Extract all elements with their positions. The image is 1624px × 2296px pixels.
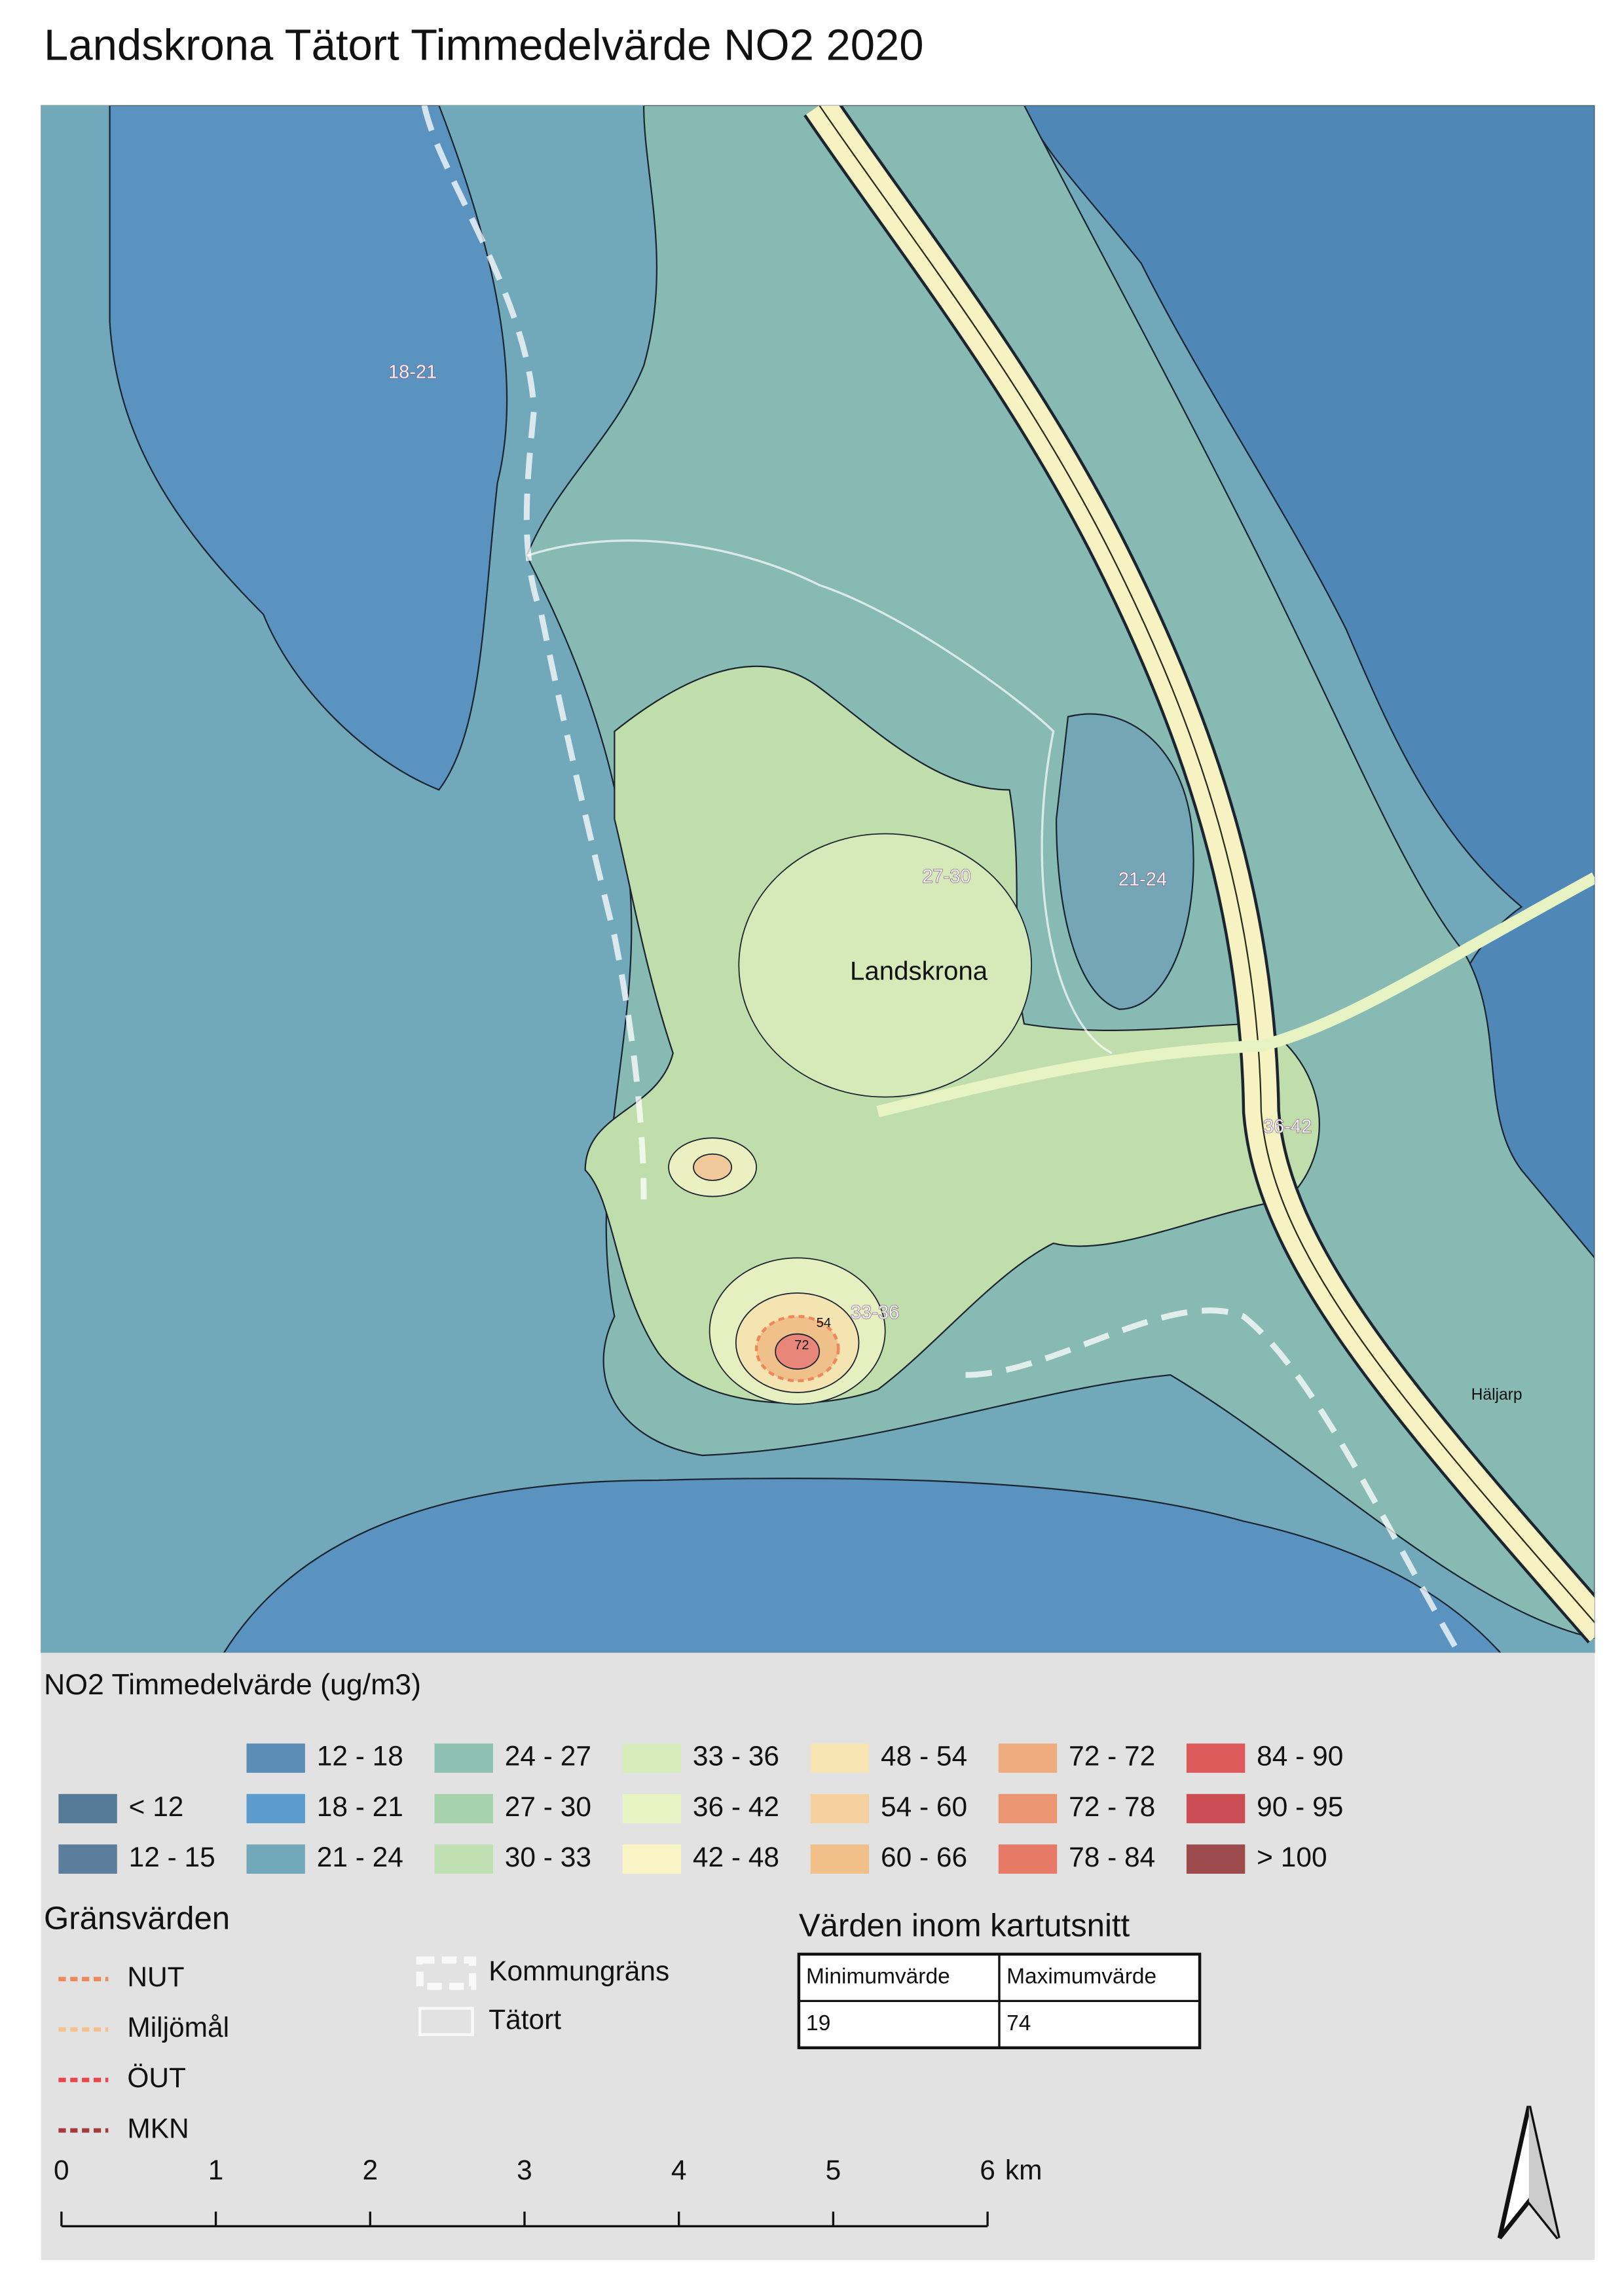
contour bbox=[693, 1153, 733, 1181]
table-cell: 19 bbox=[806, 2011, 830, 2035]
motorway-contour bbox=[819, 105, 1595, 1624]
legend-label: < 12 bbox=[129, 1791, 184, 1822]
legend-swatch bbox=[998, 1844, 1058, 1874]
legend-swatch bbox=[434, 1794, 493, 1823]
table-cell: 74 bbox=[1006, 2011, 1031, 2035]
limits-title: Gränsvärden bbox=[44, 1901, 230, 1936]
map-label: 33-36 bbox=[851, 1302, 899, 1323]
legend-swatch bbox=[622, 1844, 682, 1874]
legend-label: 36 - 42 bbox=[693, 1791, 779, 1822]
legend-label: 72 - 72 bbox=[1069, 1741, 1155, 1772]
road bbox=[876, 872, 1595, 1118]
zone-inner bbox=[1055, 713, 1194, 1010]
legend-label: 72 - 78 bbox=[1069, 1791, 1155, 1822]
map-label: 27-30 bbox=[922, 866, 970, 887]
legend-title: NO2 Timmedelvärde (ug/m3) bbox=[44, 1669, 421, 1701]
tatort bbox=[526, 539, 1113, 1055]
map-label: 72 bbox=[794, 1338, 809, 1353]
boundary-symbol bbox=[418, 2007, 474, 2036]
legend-label: 84 - 90 bbox=[1257, 1741, 1343, 1772]
scale-label: 3 bbox=[517, 2155, 532, 2185]
kommungrans bbox=[965, 1307, 1462, 1653]
boundary-symbol bbox=[416, 1956, 477, 1990]
legend-label: 54 - 60 bbox=[881, 1791, 967, 1822]
zone-sea-south bbox=[223, 1477, 1502, 1653]
legend-label: 12 - 18 bbox=[317, 1741, 403, 1772]
legend-swatch bbox=[998, 1794, 1058, 1823]
legend-swatch bbox=[434, 1844, 493, 1874]
table-header: Maximumvärde bbox=[1006, 1964, 1156, 1988]
map-label: Landskrona bbox=[850, 956, 988, 985]
boundary-label: Tätort bbox=[489, 2004, 561, 2035]
scale-label: 6 bbox=[980, 2155, 995, 2185]
scale-unit: km bbox=[1005, 2155, 1043, 2185]
legend-label: 18 - 21 bbox=[317, 1791, 403, 1822]
contour bbox=[775, 1333, 821, 1370]
legend-swatch bbox=[246, 1844, 305, 1874]
legend-swatch bbox=[246, 1794, 305, 1823]
legend-label: 30 - 33 bbox=[505, 1842, 591, 1872]
limit-label: Miljömål bbox=[127, 2012, 229, 2043]
map-label: 54 bbox=[817, 1316, 831, 1330]
zone-centre bbox=[738, 833, 1033, 1098]
legend-label: 12 - 15 bbox=[129, 1842, 215, 1872]
map-label: 36-42 bbox=[1263, 1116, 1312, 1137]
map bbox=[41, 105, 1595, 1653]
legend-swatch bbox=[1186, 1743, 1246, 1773]
boundary-label: Kommungräns bbox=[489, 1956, 669, 1986]
legend-swatch bbox=[434, 1743, 493, 1773]
legend-label: 33 - 36 bbox=[693, 1741, 779, 1772]
kommungrans bbox=[421, 105, 647, 1200]
table-title: Värden inom kartutsnitt bbox=[799, 1908, 1130, 1944]
legend-label: 42 - 48 bbox=[693, 1842, 779, 1872]
legend-label: 90 - 95 bbox=[1257, 1791, 1343, 1822]
limit-label: NUT bbox=[127, 1961, 184, 1992]
zone-sea-north bbox=[109, 105, 508, 791]
limit-label: ÖUT bbox=[127, 2062, 186, 2093]
map-label: 21-24 bbox=[1118, 869, 1167, 890]
legend-label: 27 - 30 bbox=[505, 1791, 591, 1822]
legend-label: 24 - 27 bbox=[505, 1741, 591, 1772]
legend-swatch bbox=[58, 1844, 117, 1874]
legend-swatch bbox=[810, 1794, 870, 1823]
legend-swatch bbox=[246, 1743, 305, 1773]
legend-swatch bbox=[810, 1743, 870, 1773]
legend-label: 78 - 84 bbox=[1069, 1842, 1155, 1872]
legend-swatch bbox=[998, 1743, 1058, 1773]
legend-label: 48 - 54 bbox=[881, 1741, 967, 1772]
legend-swatch bbox=[1186, 1844, 1246, 1874]
legend-swatch bbox=[622, 1743, 682, 1773]
scale-label: 1 bbox=[208, 2155, 224, 2185]
legend-label: > 100 bbox=[1257, 1842, 1327, 1872]
scale-label: 5 bbox=[826, 2155, 841, 2185]
legend-swatch bbox=[810, 1844, 870, 1874]
legend-swatch bbox=[1186, 1794, 1246, 1823]
scale-label: 0 bbox=[54, 2155, 69, 2185]
legend-label: 21 - 24 bbox=[317, 1842, 403, 1872]
title: Landskrona Tätort Timmedelvärde NO2 2020 bbox=[44, 20, 924, 69]
limit-label: MKN bbox=[127, 2113, 189, 2143]
scale-label: 4 bbox=[671, 2155, 687, 2185]
table-header: Minimumvärde bbox=[806, 1964, 950, 1988]
legend-swatch bbox=[58, 1794, 117, 1823]
map-label: 18-21 bbox=[388, 361, 437, 382]
legend-label: 60 - 66 bbox=[881, 1842, 967, 1872]
map-label: Häljarp bbox=[1471, 1386, 1522, 1404]
scale-label: 2 bbox=[362, 2155, 378, 2185]
north-arrow-shade bbox=[1528, 2106, 1559, 2238]
legend-swatch bbox=[622, 1794, 682, 1823]
